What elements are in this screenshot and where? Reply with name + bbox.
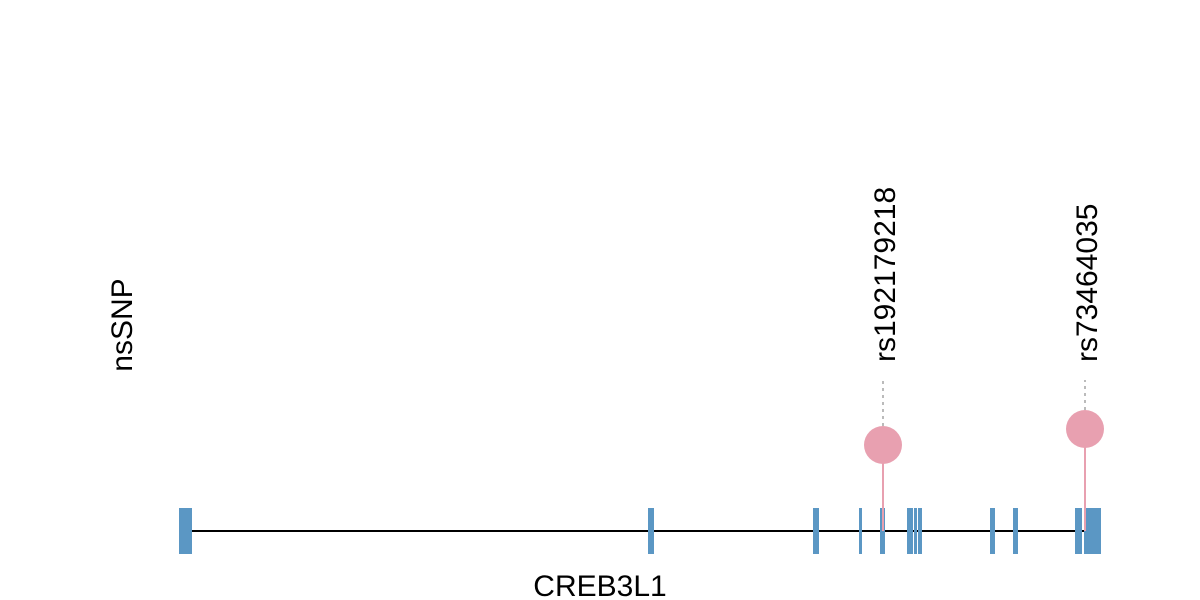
exons [179,508,1101,554]
track-label: nsSNP [106,278,139,371]
snp-label: rs73464035 [1071,204,1104,362]
exon [907,508,913,554]
exon [1084,508,1101,554]
exon [914,508,917,554]
exon [648,508,654,554]
snp-lollipop: rs73464035 [1066,204,1104,531]
snp-label: rs192179218 [869,187,902,362]
gene-name: CREB3L1 [533,570,666,600]
exon [859,508,862,554]
exon [1075,508,1082,554]
exon [1013,508,1018,554]
snp-marker [864,426,902,464]
exon [813,508,819,554]
exon [990,508,995,554]
exon [918,508,922,554]
snp-marker [1066,410,1104,448]
snp-lollipop: rs192179218 [864,187,902,531]
exon [179,508,192,554]
